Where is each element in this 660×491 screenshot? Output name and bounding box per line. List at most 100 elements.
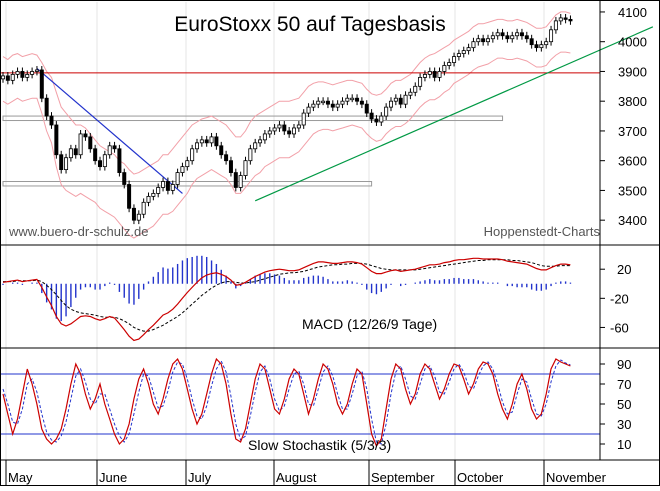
candle-body (233, 172, 238, 188)
candle-body (267, 130, 272, 135)
candle-body (398, 97, 403, 105)
candle-body (39, 69, 44, 99)
candle-body (539, 44, 544, 49)
candle-body (500, 32, 505, 37)
candle-body (442, 65, 447, 72)
candle-body (422, 74, 427, 78)
candle-body (374, 118, 379, 123)
candle-body (388, 100, 393, 108)
candle-body (64, 157, 69, 171)
candle-body (238, 175, 243, 188)
candle-body (190, 148, 195, 162)
candle-body (316, 100, 321, 105)
candle-body (529, 38, 534, 46)
candle-body (277, 124, 282, 129)
candle-body (568, 18, 573, 22)
support-zone (2, 115, 504, 122)
candle-body (505, 35, 510, 40)
price-tick-label: 3800 (618, 94, 647, 109)
candle-body (291, 127, 296, 135)
candle-body (30, 71, 35, 75)
candle-body (413, 85, 418, 93)
candle-body (98, 160, 103, 168)
month-label: November (546, 470, 607, 485)
candle-body (369, 112, 374, 120)
candle-body (340, 100, 345, 105)
candle-body (194, 142, 199, 150)
candle-body (558, 17, 563, 22)
price-tick-label: 4100 (618, 5, 647, 20)
price-tick-label: 3600 (618, 154, 647, 169)
candle-body (15, 71, 20, 75)
candle-body (379, 115, 384, 123)
candle-body (321, 100, 326, 104)
watermark-right: Hoppenstedt-Charts (484, 224, 601, 239)
candle-body (248, 148, 253, 162)
candle-body (253, 142, 258, 150)
chart-title: EuroStoxx 50 auf Tagesbasis (174, 13, 446, 36)
month-label: October (457, 470, 504, 485)
stochastic-label: Slow Stochastik (5/3/3) (248, 437, 391, 453)
stochastic-k-line (2, 357, 571, 448)
candle-body (384, 106, 389, 117)
macd-tick-label: 20 (617, 262, 631, 277)
candle-body (553, 20, 558, 31)
candle-body (136, 213, 141, 221)
candle-body (510, 35, 515, 40)
candle-body (146, 195, 151, 203)
candle-body (122, 172, 127, 185)
candle-body (432, 71, 437, 78)
candle-body (549, 29, 554, 43)
envelope-upper-line (2, 11, 571, 175)
candle-body (471, 41, 476, 49)
candle-body (88, 136, 93, 150)
candle-body (296, 124, 301, 129)
candle-body (563, 17, 568, 20)
candle-body (78, 133, 83, 156)
candle-body (204, 139, 209, 144)
macd-tick-label: -60 (610, 320, 629, 335)
price-tick-label: 3700 (618, 124, 647, 139)
candle-body (243, 160, 248, 176)
candle-body (519, 32, 524, 37)
watermark-left: www.buero-dr-schulz.de (8, 224, 148, 239)
candle-body (461, 50, 466, 54)
candle-body (34, 69, 39, 72)
candle-body (10, 74, 15, 81)
month-label: July (188, 470, 212, 485)
candle-body (54, 124, 59, 156)
candle-body (345, 97, 350, 102)
macd-line (2, 257, 571, 342)
candle-body (437, 71, 442, 78)
candle-body (151, 193, 156, 197)
candle-body (325, 100, 330, 105)
candle-body (107, 145, 112, 156)
month-label: May (8, 470, 33, 485)
price-tick-label: 3900 (618, 64, 647, 79)
stochastic-tick-label: 30 (617, 417, 631, 432)
candle-body (258, 139, 263, 144)
month-label: June (99, 470, 127, 485)
candle-body (170, 184, 175, 191)
price-tick-label: 4000 (618, 35, 647, 50)
candle-body (228, 160, 233, 173)
candle-body (112, 145, 117, 150)
candle-body (534, 44, 539, 49)
candle-body (180, 166, 185, 173)
candle-body (59, 154, 64, 171)
candle-body (83, 133, 88, 138)
candle-body (495, 32, 500, 37)
candle-body (44, 97, 49, 117)
candle-body (224, 154, 229, 162)
candle-body (515, 32, 520, 37)
candle-body (408, 91, 413, 96)
price-tick-label: 3500 (618, 183, 647, 198)
candle-body (364, 103, 369, 114)
candle-body (524, 35, 529, 40)
candle-body (393, 97, 398, 102)
candle-body (131, 207, 136, 221)
candle-body (25, 74, 30, 78)
candle-body (141, 201, 146, 215)
candle-body (156, 187, 161, 194)
